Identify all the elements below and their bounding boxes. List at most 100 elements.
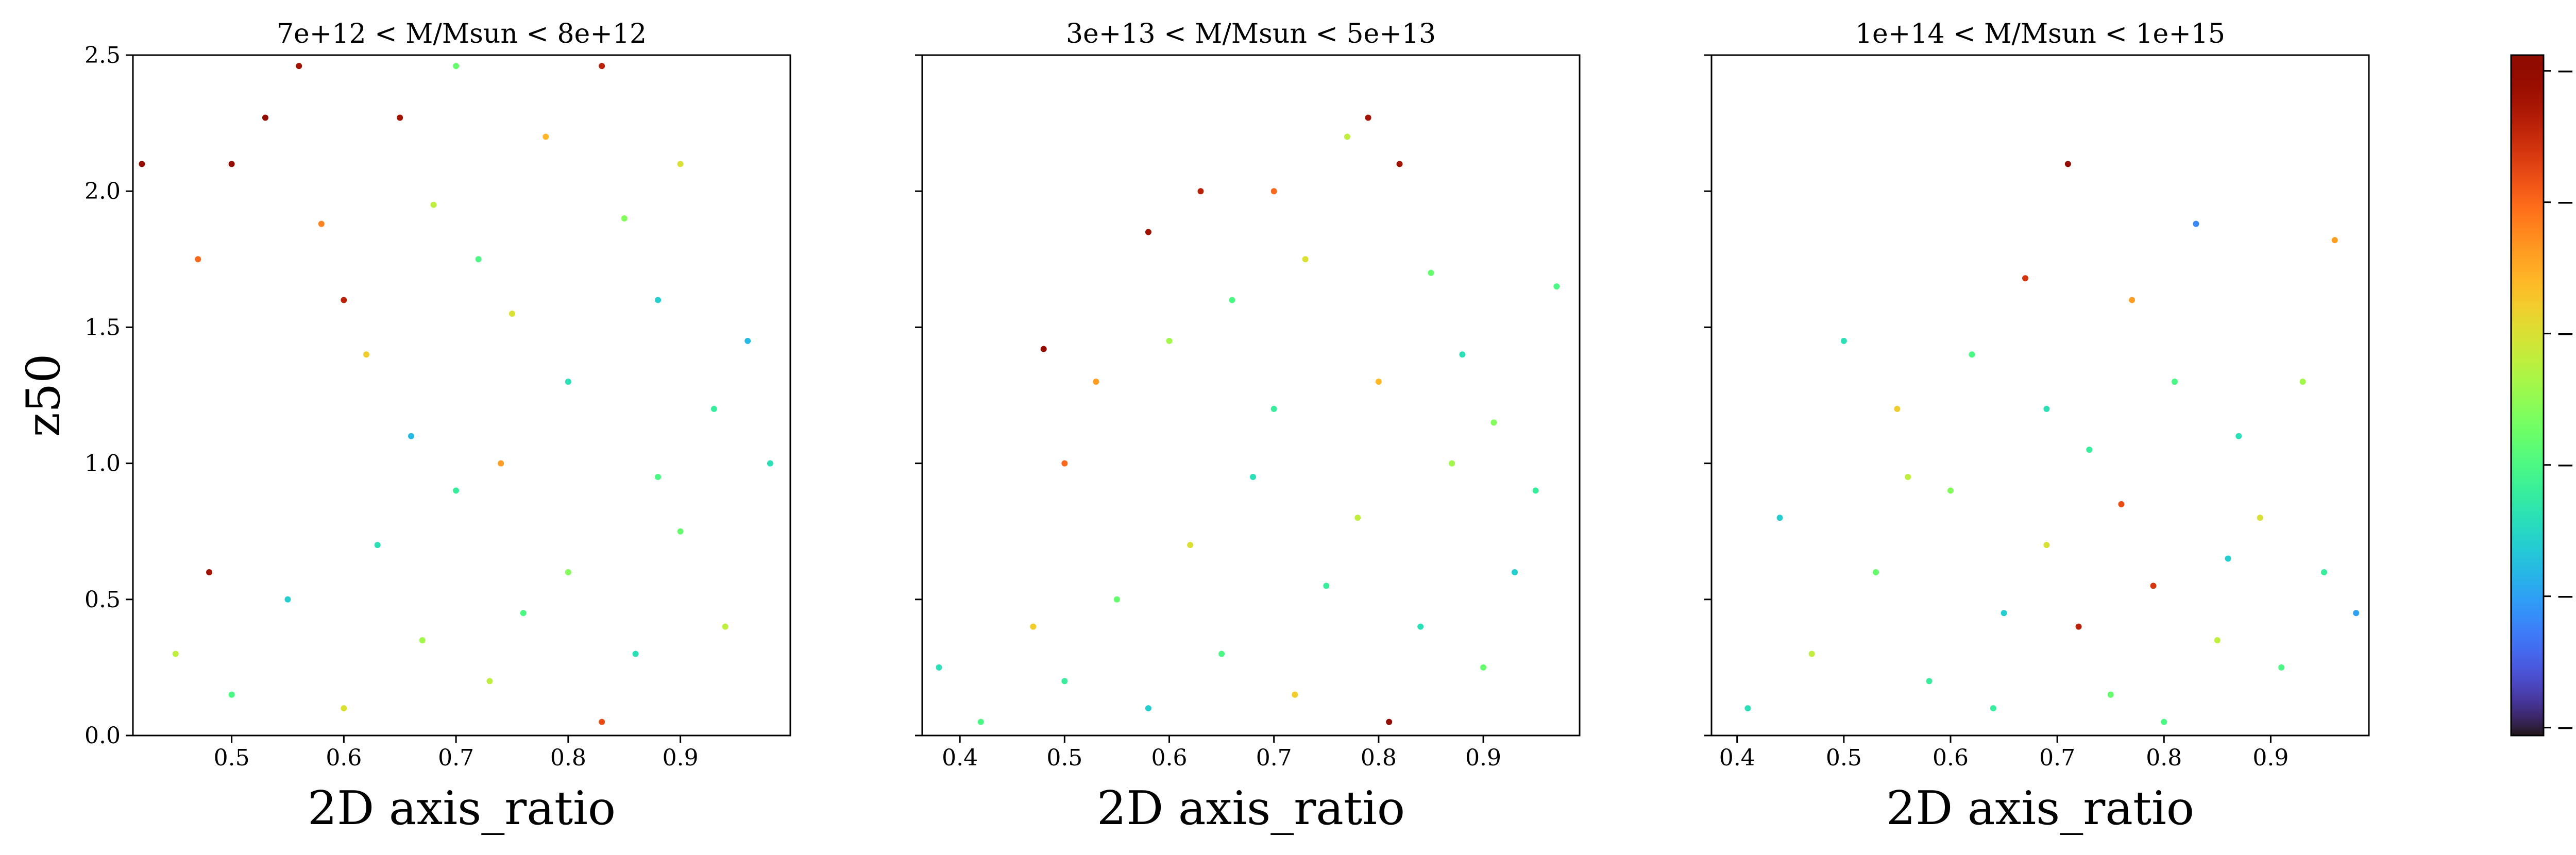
- scatter-point: [1512, 569, 1518, 575]
- scatter-point: [1776, 515, 1783, 521]
- scatter-point: [1969, 351, 1975, 358]
- scatter-point: [1873, 569, 1879, 575]
- x-tick-label: 0.7: [1256, 745, 1292, 771]
- scatter-point: [1490, 419, 1497, 426]
- scatter-point: [262, 114, 268, 121]
- y-tick-label: 1.0: [84, 451, 121, 477]
- scatter-point: [1197, 188, 1204, 195]
- scatter-point: [419, 637, 426, 644]
- scatter-point: [1947, 487, 1954, 494]
- scatter-point: [1449, 460, 1455, 467]
- plot-area: [936, 114, 1560, 725]
- colorbar: [2510, 54, 2545, 737]
- scatter-point: [2225, 555, 2231, 562]
- scatter-point: [1030, 623, 1037, 630]
- scatter-point: [172, 651, 179, 657]
- scatter-point: [195, 256, 201, 263]
- colorbar-tick-label: −11.5: [2556, 584, 2576, 610]
- scatter-point: [1218, 651, 1225, 657]
- scatter-point: [1061, 678, 1068, 685]
- scatter-point: [1417, 623, 1424, 630]
- scatter-point: [2214, 637, 2221, 644]
- scatter-point: [1270, 405, 1277, 412]
- scatter-point: [1396, 161, 1403, 167]
- scatter-point: [486, 678, 493, 685]
- scatter-point: [374, 542, 381, 549]
- subplot-title: 3e+13 < M/Msun < 5e+13: [1066, 19, 1436, 49]
- scatter-point: [397, 114, 403, 121]
- scatter-point: [1365, 114, 1371, 121]
- scatter-point: [318, 220, 325, 227]
- scatter-point: [1428, 269, 1434, 276]
- y-tick-label: 1.5: [84, 314, 121, 340]
- x-tick-label: 0.9: [2252, 745, 2289, 771]
- scatter-point: [1323, 583, 1330, 589]
- scatter-point: [1905, 474, 1911, 481]
- scatter-point: [1145, 705, 1151, 712]
- scatter-point: [520, 610, 527, 617]
- scatter-point: [284, 596, 291, 603]
- scatter-point: [1354, 515, 1361, 521]
- scatter-point: [1375, 379, 1382, 385]
- x-tick-label: 0.9: [663, 745, 699, 771]
- scatter-point: [767, 460, 773, 467]
- y-tick-label: 2.5: [84, 42, 121, 69]
- x-tick-label: 0.8: [1361, 745, 1397, 771]
- x-tick-label: 0.7: [2039, 745, 2075, 771]
- scatter-point: [977, 719, 984, 725]
- scatter-point: [1166, 337, 1173, 344]
- x-tick-label: 0.7: [438, 745, 474, 771]
- scatter-point: [2150, 583, 2157, 589]
- scatter-point: [1145, 229, 1151, 235]
- scatter-point: [1040, 346, 1047, 352]
- colorbar-tick-label: −11.0: [2556, 452, 2576, 478]
- scatter-point: [228, 691, 235, 698]
- scatter-point: [2235, 433, 2242, 439]
- colorbar-tick-label: −10.0: [2556, 190, 2576, 216]
- scatter-point: [1061, 460, 1068, 467]
- scatter-point: [1292, 691, 1298, 698]
- y-tick-label: 0.5: [84, 587, 121, 613]
- scatter-point: [498, 460, 504, 467]
- scatter-point: [2075, 623, 2082, 630]
- scatter-point: [1270, 188, 1277, 195]
- scatter-point: [2172, 379, 2178, 385]
- scatter-point: [599, 63, 605, 70]
- scatter-point: [2043, 542, 2050, 549]
- scatter-point: [543, 133, 549, 140]
- x-tick-label: 0.5: [1826, 745, 1862, 771]
- scatter-point: [341, 297, 347, 303]
- scatter-point: [599, 719, 605, 725]
- axes-frame: [132, 54, 791, 737]
- scatter-point: [1459, 351, 1466, 358]
- scatter-point: [2107, 691, 2114, 698]
- y-axis-label: z50: [16, 354, 71, 437]
- scatter-point: [710, 405, 717, 412]
- scatter-point: [677, 528, 684, 535]
- scatter-point: [1187, 542, 1194, 549]
- scatter-point: [2353, 610, 2360, 617]
- scatter-point: [509, 310, 515, 317]
- scatter-point: [363, 351, 369, 358]
- x-tick-label: 0.6: [326, 745, 362, 771]
- scatter-point: [2043, 405, 2050, 412]
- scatter-point: [2321, 569, 2327, 575]
- colorbar-tick-label: −12.0: [2556, 715, 2576, 741]
- scatter-point: [1480, 664, 1487, 671]
- scatter-point: [1093, 379, 1099, 385]
- scatter-point: [621, 215, 628, 222]
- scatter-point: [408, 433, 415, 439]
- scatter-point: [296, 63, 302, 70]
- colorbar-tick-label: −10.5: [2556, 321, 2576, 347]
- scatter-point: [677, 161, 684, 167]
- colorbar-tick-label: −9.5: [2556, 58, 2576, 84]
- x-axis-label: 2D axis_ratio: [1886, 781, 2194, 835]
- scatter-point: [228, 161, 235, 167]
- x-tick-label: 0.8: [2146, 745, 2182, 771]
- scatter-point: [1302, 256, 1309, 263]
- x-tick-label: 0.6: [1933, 745, 1969, 771]
- scatter-point: [1250, 474, 1257, 481]
- scatter-point: [632, 651, 639, 657]
- scatter-point: [1894, 405, 1901, 412]
- scatter-point: [936, 664, 942, 671]
